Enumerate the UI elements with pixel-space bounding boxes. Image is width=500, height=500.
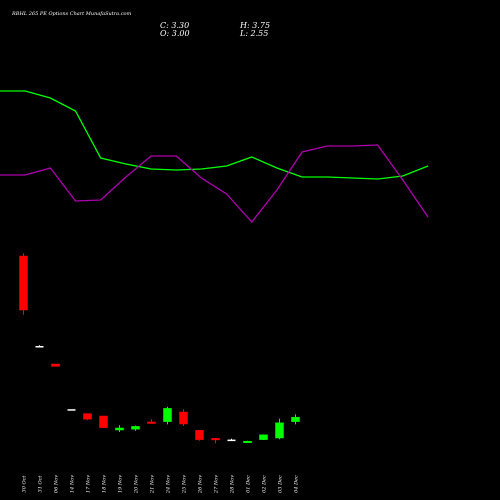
x-tick-label: 18 Nov bbox=[102, 475, 108, 493]
candle bbox=[99, 415, 108, 428]
low-value: L: 2.55 bbox=[239, 29, 268, 38]
candle-body bbox=[51, 363, 60, 367]
candle-body bbox=[67, 409, 76, 411]
x-tick-label: 27 Nov bbox=[214, 475, 220, 494]
x-tick-label: 26 Nov bbox=[198, 475, 204, 494]
candle bbox=[163, 406, 172, 425]
x-tick-label: 19 Nov bbox=[118, 475, 124, 493]
candle-body bbox=[227, 439, 236, 442]
candle bbox=[195, 430, 204, 441]
magenta-indicator-line bbox=[0, 144, 429, 224]
candle-body bbox=[275, 422, 284, 439]
close-value: C: 3.30 bbox=[160, 21, 189, 30]
x-axis-labels: 30 Oct 31 Oct 06 Nov 14 Nov 17 Nov 18 Nov 19 N… bbox=[22, 475, 300, 494]
candle bbox=[259, 434, 268, 440]
candle-body bbox=[19, 255, 28, 311]
candle-body bbox=[259, 434, 268, 440]
x-tick-label: 30 Oct bbox=[22, 475, 28, 493]
high-value: H: 3.75 bbox=[239, 21, 270, 30]
candle bbox=[131, 425, 140, 431]
green-indicator-line bbox=[0, 90, 429, 180]
candle bbox=[147, 419, 156, 424]
x-tick-label: 14 Nov bbox=[70, 475, 76, 493]
candle-body bbox=[291, 416, 300, 422]
candle-body bbox=[99, 415, 108, 428]
chart-title: RBHL 265 PE Options Chart MunafaSutra.co… bbox=[11, 11, 132, 17]
x-tick-label: 04 Dec bbox=[294, 475, 300, 493]
candle-body bbox=[243, 440, 252, 443]
candle-body bbox=[115, 427, 124, 431]
candle-body bbox=[211, 438, 220, 441]
indicator-lines bbox=[0, 90, 429, 224]
candle-body bbox=[35, 346, 44, 348]
candle bbox=[115, 425, 124, 432]
candle bbox=[179, 409, 188, 426]
open-value: O: 3.00 bbox=[160, 29, 190, 38]
x-tick-label: 28 Nov bbox=[230, 475, 236, 494]
candle bbox=[19, 253, 28, 315]
candle bbox=[211, 438, 220, 444]
candle bbox=[83, 413, 92, 420]
candle bbox=[35, 345, 44, 348]
x-tick-label: 02 Dec bbox=[262, 475, 268, 493]
x-tick-label: 03 Dec bbox=[278, 475, 284, 493]
x-tick-label: 25 Nov bbox=[182, 475, 188, 494]
candle bbox=[243, 440, 252, 443]
candle-body bbox=[179, 411, 188, 425]
x-tick-label: 01 Dec bbox=[246, 475, 252, 493]
x-tick-label: 06 Nov bbox=[54, 475, 60, 493]
candle bbox=[67, 409, 76, 411]
candle bbox=[51, 363, 60, 367]
candle bbox=[275, 418, 284, 440]
x-tick-label: 20 Nov bbox=[134, 475, 140, 494]
candle-body bbox=[131, 426, 140, 430]
x-tick-label: 21 Nov bbox=[150, 475, 156, 494]
candle bbox=[291, 414, 300, 425]
x-tick-label: 31 Oct bbox=[38, 475, 44, 493]
candle-body bbox=[147, 421, 156, 424]
candle-body bbox=[83, 413, 92, 420]
candlesticks bbox=[19, 253, 300, 444]
x-tick-label: 24 Nov bbox=[166, 475, 172, 494]
candle-body bbox=[195, 430, 204, 440]
candle-body bbox=[163, 408, 172, 422]
x-tick-label: 17 Nov bbox=[86, 475, 92, 493]
candle bbox=[227, 438, 236, 442]
